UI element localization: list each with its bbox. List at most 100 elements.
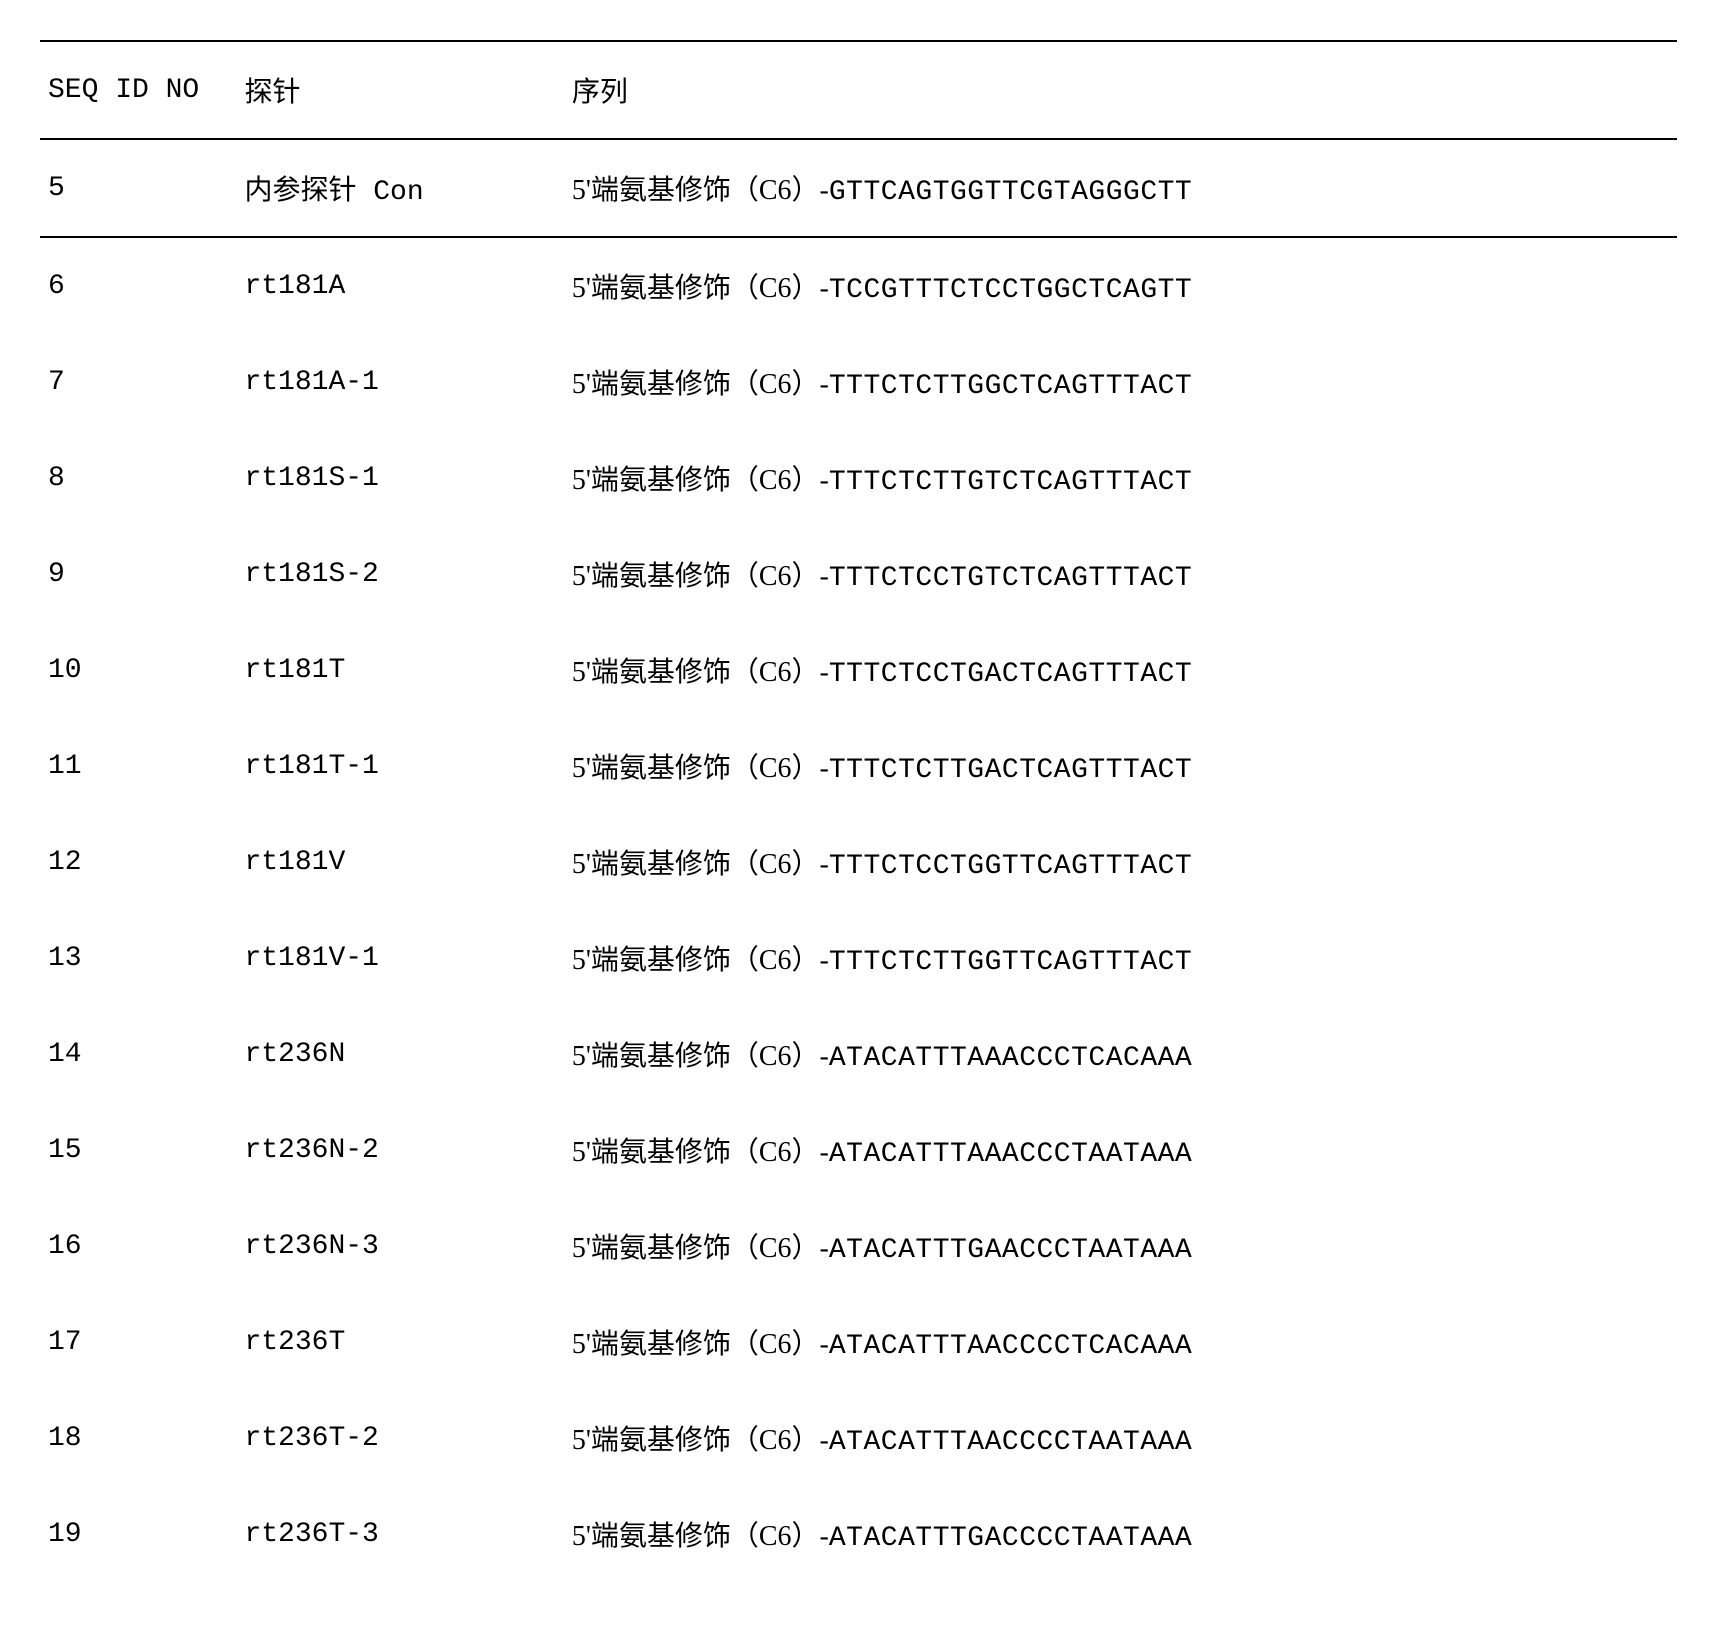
cell-probe: rt181S-2: [236, 526, 563, 622]
cell-probe: rt181V: [236, 814, 563, 910]
cell-seqid: 7: [40, 334, 236, 430]
table-row: 5内参探针 Con5'端氨基修饰（C6）-GTTCAGTGGTTCGTAGGGC…: [40, 139, 1677, 237]
sequence-prefix: 5'端氨基修饰（C6）-: [572, 1233, 829, 1264]
sequence-prefix: 5'端氨基修饰（C6）-: [572, 369, 829, 400]
probe-label: rt181A-1: [244, 367, 378, 398]
cell-seqid: 14: [40, 1006, 236, 1102]
sequence-code: TTTCTCTTGGTTCAGTTTACT: [829, 947, 1192, 978]
cell-probe: rt236T: [236, 1294, 563, 1390]
sequence-code: TTTCTCCTGACTCAGTTTACT: [829, 659, 1192, 690]
header-seqid: SEQ ID NO: [40, 41, 236, 139]
probe-label: rt236N-3: [244, 1231, 378, 1262]
sequence-code: TTTCTCTTGGCTCAGTTTACT: [829, 371, 1192, 402]
header-probe: 探针: [236, 41, 563, 139]
cell-seqid: 10: [40, 622, 236, 718]
header-sequence: 序列: [564, 41, 1677, 139]
cell-probe: rt181T: [236, 622, 563, 718]
cell-probe: rt181V-1: [236, 910, 563, 1006]
cell-seqid: 6: [40, 237, 236, 334]
sequence-code: ATACATTTAAACCCTAATAAA: [829, 1139, 1192, 1170]
cell-seqid: 16: [40, 1198, 236, 1294]
cell-sequence: 5'端氨基修饰（C6）-ATACATTTAACCCCTCACAAA: [564, 1294, 1677, 1390]
sequence-prefix: 5'端氨基修饰（C6）-: [572, 465, 829, 496]
table-row: 14 rt236N 5'端氨基修饰（C6）-ATACATTTAAACCCTCACAA…: [40, 1006, 1677, 1102]
table-row: 6 rt181A 5'端氨基修饰（C6）-TCCGTTTCTCCTGGCTCAGTT: [40, 237, 1677, 334]
cell-seqid: 8: [40, 430, 236, 526]
table-row: 12 rt181V 5'端氨基修饰（C6）-TTTCTCCTGGTTCAGTTTAC…: [40, 814, 1677, 910]
cell-probe: rt236N: [236, 1006, 563, 1102]
cell-probe: rt236T-3: [236, 1486, 563, 1582]
table-header-row: SEQ ID NO 探针 序列: [40, 41, 1677, 139]
sequence-table: SEQ ID NO 探针 序列 5内参探针 Con5'端氨基修饰（C6）-GTT…: [40, 40, 1677, 1582]
probe-label: rt181A: [244, 271, 345, 302]
table-row: 7 rt181A-1 5'端氨基修饰（C6）-TTTCTCTTGGCTCAGTTTA…: [40, 334, 1677, 430]
cell-seqid: 15: [40, 1102, 236, 1198]
probe-label: rt236T: [244, 1327, 345, 1358]
table-row: 13rt181V-15'端氨基修饰（C6）-TTTCTCTTGGTTCAGTTT…: [40, 910, 1677, 1006]
sequence-prefix: 5'端氨基修饰（C6）-: [572, 1041, 829, 1072]
table-row: 16 rt236N-3 5'端氨基修饰（C6）-ATACATTTGAACCCTAAT…: [40, 1198, 1677, 1294]
cell-sequence: 5'端氨基修饰（C6）-ATACATTTGACCCCTAATAAA: [564, 1486, 1677, 1582]
cell-seqid: 18: [40, 1390, 236, 1486]
sequence-code: ATACATTTAAACCCTCACAAA: [829, 1043, 1192, 1074]
probe-label: rt181T: [244, 655, 345, 686]
probe-label: rt181V: [244, 847, 345, 878]
table-row: 9 rt181S-2 5'端氨基修饰（C6）-TTTCTCCTGTCTCAGTTTA…: [40, 526, 1677, 622]
cell-seqid: 13: [40, 910, 236, 1006]
probe-label: rt236N-2: [244, 1135, 378, 1166]
sequence-prefix: 5'端氨基修饰（C6）-: [572, 849, 829, 880]
cell-probe: rt236T-2: [236, 1390, 563, 1486]
cell-sequence: 5'端氨基修饰（C6）-TTTCTCCTGTCTCAGTTTACT: [564, 526, 1677, 622]
cell-probe: rt236N-3: [236, 1198, 563, 1294]
sequence-code: GTTCAGTGGTTCGTAGGGCTT: [829, 177, 1192, 208]
cell-sequence: 5'端氨基修饰（C6）-ATACATTTGAACCCTAATAAA: [564, 1198, 1677, 1294]
probe-label: rt236T-3: [244, 1519, 378, 1550]
cell-probe: rt181S-1: [236, 430, 563, 526]
sequence-code: ATACATTTGAACCCTAATAAA: [829, 1235, 1192, 1266]
sequence-prefix: 5'端氨基修饰（C6）-: [572, 1329, 829, 1360]
sequence-prefix: 5'端氨基修饰（C6）-: [572, 753, 829, 784]
sequence-prefix: 5'端氨基修饰（C6）-: [572, 561, 829, 592]
table-row: 19 rt236T-3 5'端氨基修饰（C6）-ATACATTTGACCCCTAAT…: [40, 1486, 1677, 1582]
sequence-code: ATACATTTAACCCCTCACAAA: [829, 1331, 1192, 1362]
table-row: 8rt181S-15'端氨基修饰（C6）-TTTCTCTTGTCTCAGTTTA…: [40, 430, 1677, 526]
probe-label: rt181S-2: [244, 559, 378, 590]
table-body: 5内参探针 Con5'端氨基修饰（C6）-GTTCAGTGGTTCGTAGGGC…: [40, 139, 1677, 1582]
probe-label: 内参探针 Con: [244, 177, 423, 208]
sequence-prefix: 5'端氨基修饰（C6）-: [572, 273, 829, 304]
table-row: 11 rt181T-1 5'端氨基修饰（C6）-TTTCTCTTGACTCAGTTT…: [40, 718, 1677, 814]
sequence-prefix: 5'端氨基修饰（C6）-: [572, 175, 829, 206]
cell-probe: rt181T-1: [236, 718, 563, 814]
cell-seqid: 17: [40, 1294, 236, 1390]
cell-probe: rt236N-2: [236, 1102, 563, 1198]
cell-sequence: 5'端氨基修饰（C6）-TTTCTCCTGACTCAGTTTACT: [564, 622, 1677, 718]
cell-seqid: 9: [40, 526, 236, 622]
sequence-prefix: 5'端氨基修饰（C6）-: [572, 1425, 829, 1456]
sequence-code: ATACATTTGACCCCTAATAAA: [829, 1523, 1192, 1554]
sequence-code: TCCGTTTCTCCTGGCTCAGTT: [829, 275, 1192, 306]
table-row: 17 rt236T 5'端氨基修饰（C6）-ATACATTTAACCCCTCACAA…: [40, 1294, 1677, 1390]
table-row: 18rt236T-25'端氨基修饰（C6）-ATACATTTAACCCCTAAT…: [40, 1390, 1677, 1486]
cell-probe: rt181A: [236, 237, 563, 334]
cell-sequence: 5'端氨基修饰（C6）-ATACATTTAAACCCTCACAAA: [564, 1006, 1677, 1102]
sequence-code: TTTCTCCTGTCTCAGTTTACT: [829, 563, 1192, 594]
sequence-code: TTTCTCCTGGTTCAGTTTACT: [829, 851, 1192, 882]
sequence-prefix: 5'端氨基修饰（C6）-: [572, 945, 829, 976]
cell-seqid: 12: [40, 814, 236, 910]
cell-sequence: 5'端氨基修饰（C6）-TTTCTCTTGGCTCAGTTTACT: [564, 334, 1677, 430]
cell-sequence: 5'端氨基修饰（C6）-ATACATTTAACCCCTAATAAA: [564, 1390, 1677, 1486]
cell-seqid: 19: [40, 1486, 236, 1582]
cell-sequence: 5'端氨基修饰（C6）-GTTCAGTGGTTCGTAGGGCTT: [564, 139, 1677, 237]
cell-probe: rt181A-1: [236, 334, 563, 430]
cell-probe: 内参探针 Con: [236, 139, 563, 237]
cell-seqid: 11: [40, 718, 236, 814]
probe-label: rt181T-1: [244, 751, 378, 782]
cell-sequence: 5'端氨基修饰（C6）-TTTCTCTTGGTTCAGTTTACT: [564, 910, 1677, 1006]
cell-sequence: 5'端氨基修饰（C6）-TTTCTCTTGACTCAGTTTACT: [564, 718, 1677, 814]
sequence-prefix: 5'端氨基修饰（C6）-: [572, 657, 829, 688]
cell-sequence: 5'端氨基修饰（C6）-ATACATTTAAACCCTAATAAA: [564, 1102, 1677, 1198]
probe-label: rt236N: [244, 1039, 345, 1070]
cell-sequence: 5'端氨基修饰（C6）-TTTCTCCTGGTTCAGTTTACT: [564, 814, 1677, 910]
sequence-prefix: 5'端氨基修饰（C6）-: [572, 1521, 829, 1552]
cell-sequence: 5'端氨基修饰（C6）-TCCGTTTCTCCTGGCTCAGTT: [564, 237, 1677, 334]
